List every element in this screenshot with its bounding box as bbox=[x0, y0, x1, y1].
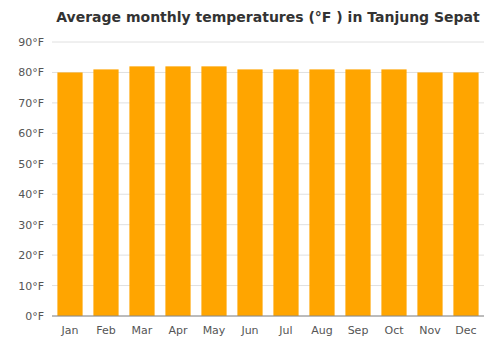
bar bbox=[129, 66, 154, 316]
bar bbox=[273, 69, 298, 316]
y-grid bbox=[52, 42, 484, 316]
x-tick-label: Oct bbox=[384, 324, 404, 337]
x-axis: Jan Feb Mar Apr May Jun Jul Aug Sep Oct Nov Dec bbox=[52, 316, 484, 337]
y-tick-label: 20°F bbox=[18, 249, 44, 262]
x-tick-label: Jul bbox=[278, 324, 292, 337]
bar bbox=[237, 69, 262, 316]
y-tick-label: 90°F bbox=[18, 36, 44, 49]
chart-container: Average monthly temperatures (°F ) in Ta… bbox=[0, 0, 500, 350]
bar bbox=[309, 69, 334, 316]
bar bbox=[381, 69, 406, 316]
y-tick-label: 40°F bbox=[18, 188, 44, 201]
y-tick-label: 0°F bbox=[25, 310, 44, 323]
bars bbox=[57, 66, 478, 316]
x-tick-label: May bbox=[203, 324, 226, 337]
x-tick-label: Jan bbox=[61, 324, 79, 337]
y-tick-label: 10°F bbox=[18, 280, 44, 293]
x-tick-label: Feb bbox=[96, 324, 115, 337]
bar bbox=[93, 69, 118, 316]
bar bbox=[453, 72, 478, 316]
y-tick-label: 30°F bbox=[18, 219, 44, 232]
y-tick-label: 50°F bbox=[18, 158, 44, 171]
bar bbox=[57, 72, 82, 316]
grid-line bbox=[52, 316, 484, 317]
y-tick-label: 80°F bbox=[18, 66, 44, 79]
x-axis-line bbox=[52, 316, 484, 317]
y-axis: 0°F 10°F 20°F 30°F 40°F 50°F 60°F 70°F 80°F 90°F bbox=[18, 36, 44, 323]
y-tick-label: 70°F bbox=[18, 97, 44, 110]
x-tick-label: Aug bbox=[311, 324, 332, 337]
x-tick-label: Dec bbox=[455, 324, 476, 337]
x-tick-label: Mar bbox=[132, 324, 153, 337]
x-tick-label: Jun bbox=[240, 324, 258, 337]
bar bbox=[201, 66, 226, 316]
chart: Average monthly temperatures (°F ) in Ta… bbox=[0, 0, 500, 350]
bar bbox=[165, 66, 190, 316]
x-tick-label: Nov bbox=[419, 324, 441, 337]
grid-line bbox=[52, 42, 484, 43]
chart-title: Average monthly temperatures (°F ) in Ta… bbox=[56, 9, 480, 25]
bar bbox=[417, 72, 442, 316]
bar bbox=[345, 69, 370, 316]
x-tick-label: Apr bbox=[168, 324, 188, 337]
y-tick-label: 60°F bbox=[18, 127, 44, 140]
x-tick-label: Sep bbox=[348, 324, 369, 337]
